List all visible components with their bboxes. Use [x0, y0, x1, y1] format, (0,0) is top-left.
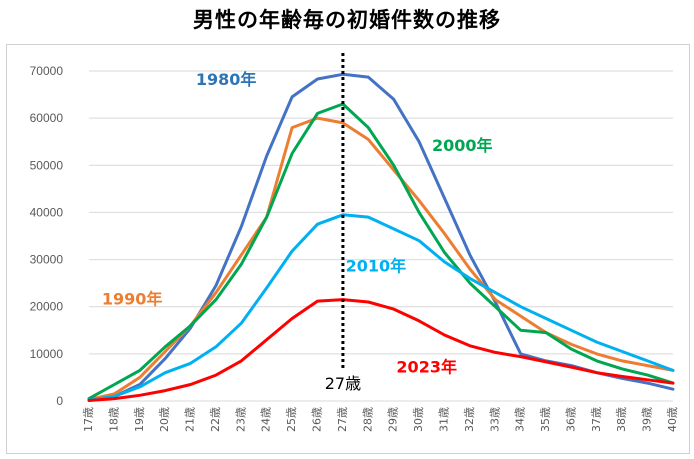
x-tick-label: 38歳: [615, 407, 628, 432]
y-tick-label: 20000: [30, 300, 64, 314]
x-tick-label: 36歳: [564, 407, 577, 432]
y-tick-label: 30000: [30, 253, 64, 267]
line-chart: 0 10000 20000 30000 40000 50000 60000 70000 17歳 1…: [30, 53, 679, 432]
y-tick-label: 50000: [30, 158, 64, 172]
x-tick-label: 33歳: [488, 407, 501, 432]
x-tick-label: 28歳: [361, 407, 374, 432]
series-label: 2000年: [432, 136, 493, 155]
x-tick-label: 32歳: [463, 407, 476, 432]
x-tick-label: 22歳: [209, 407, 222, 432]
annotation-label: 27歳: [325, 374, 361, 393]
y-tick-label: 60000: [30, 111, 64, 125]
x-tick-label: 26歳: [311, 407, 324, 432]
series-label: 2010年: [346, 256, 407, 275]
x-tick-label: 23歳: [234, 407, 247, 432]
x-tick-label: 20歳: [158, 407, 171, 432]
y-tick-label: 0: [56, 394, 63, 408]
chart-title: 男性の年齢毎の初婚件数の推移: [193, 8, 501, 32]
x-tick-label: 24歳: [260, 407, 273, 432]
series-label: 2023年: [396, 358, 457, 377]
x-tick-label: 21歳: [184, 407, 197, 432]
x-tick-label: 34歳: [514, 407, 527, 432]
series-line: [87, 298, 675, 402]
series-label: 1980年: [196, 70, 257, 89]
x-tick-label: 19歳: [133, 407, 146, 432]
y-tick-label: 70000: [30, 64, 64, 78]
x-tick-label: 37歳: [590, 407, 603, 432]
x-tick-label: 31歳: [437, 407, 450, 432]
x-tick-label: 25歳: [285, 407, 298, 432]
y-tick-label: 40000: [30, 205, 64, 219]
x-tick-label: 17歳: [82, 407, 95, 432]
series-line: [87, 213, 675, 402]
series-line: [87, 102, 675, 401]
x-tick-label: 18歳: [107, 407, 120, 432]
x-tick-label: 35歳: [539, 407, 552, 432]
x-tick-label: 29歳: [387, 407, 400, 432]
series-label: 1990年: [102, 289, 163, 308]
y-tick-label: 10000: [30, 347, 64, 361]
chart-frame: 0 10000 20000 30000 40000 50000 60000 70000 17歳 1…: [6, 44, 690, 454]
x-tick-label: 30歳: [412, 407, 425, 432]
x-tick-label: 40歳: [666, 407, 679, 432]
x-tick-label: 27歳: [336, 407, 349, 432]
x-tick-label: 39歳: [641, 407, 654, 432]
